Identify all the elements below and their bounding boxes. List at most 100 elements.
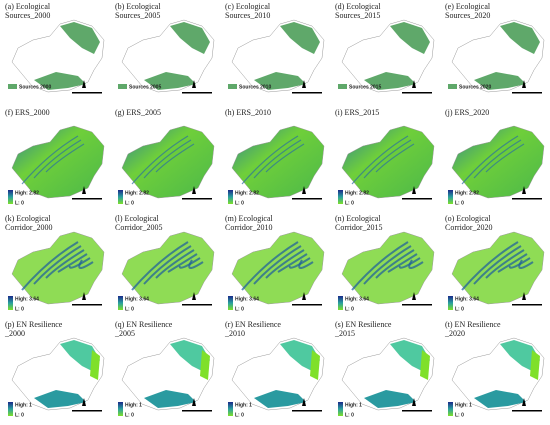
panel: (h) ERS_2010 High: 2.82 L: 0 <box>225 108 325 206</box>
streak <box>241 241 299 291</box>
panel-label: _2000 <box>4 329 25 338</box>
north-arrow <box>82 292 86 300</box>
legend-ramp <box>448 296 453 310</box>
north-arrow <box>302 292 306 300</box>
legend-label: High: 2.82 <box>235 190 259 196</box>
scale-bar <box>72 92 102 94</box>
patch <box>170 22 210 54</box>
panel-label: Sources_2015 <box>335 11 380 20</box>
map <box>451 19 545 94</box>
legend-label: High: 2.82 <box>345 190 369 196</box>
legend-label: L: 0 <box>15 306 24 312</box>
panel-label: (s) EN Resilience <box>335 320 392 329</box>
panel-label: (b) Ecological <box>115 2 161 11</box>
panel-label: (h) ERS_2010 <box>225 108 271 117</box>
scale-bar <box>402 410 432 412</box>
patch <box>280 22 320 54</box>
streak <box>277 253 308 273</box>
map <box>231 337 325 412</box>
map <box>341 231 435 306</box>
patch <box>170 340 210 372</box>
legend-label: L: 0 <box>455 200 464 206</box>
patch <box>530 350 540 380</box>
panel-label: (e) Ecological <box>445 2 491 11</box>
panel-label: _2005 <box>114 329 135 338</box>
streak <box>265 249 305 279</box>
panel-label: Sources_2005 <box>115 11 160 20</box>
scale-bar <box>292 304 322 306</box>
panel: (i) ERS_2015 High: 2.82 L: 0 <box>335 108 435 206</box>
legend-label: Sources 2005 <box>129 84 161 90</box>
panel-label: (q) EN Resilience <box>115 320 173 329</box>
north-arrow <box>82 186 86 194</box>
panel-label: (r) EN Resilience <box>225 320 281 329</box>
legend-label: L: 0 <box>455 306 464 312</box>
streak <box>473 245 522 285</box>
streak <box>143 139 192 179</box>
map <box>231 125 325 200</box>
legend-label: Sources 2010 <box>239 84 271 90</box>
map <box>231 231 325 306</box>
panel-label: (l) Ecological <box>115 214 160 223</box>
patch <box>34 72 86 90</box>
patch <box>34 390 86 408</box>
scale-bar <box>512 304 542 306</box>
north-arrow <box>302 186 306 194</box>
north-arrow <box>192 292 196 300</box>
legend-ramp <box>228 190 233 204</box>
panel: (g) ERS_2005 High: 2.82 L: 0 <box>115 108 215 206</box>
legend-label: L: 0 <box>345 412 354 418</box>
scale-bar <box>402 198 432 200</box>
patch <box>200 350 210 380</box>
panel-label: Corridor_2005 <box>115 223 163 232</box>
panel-label: Corridor_2020 <box>445 223 493 232</box>
legend-label: High: 2.82 <box>15 190 39 196</box>
north-arrow <box>522 292 526 300</box>
panel: (j) ERS_2020 High: 2.82 L: 0 <box>445 108 545 206</box>
legend-label: High: 2.82 <box>455 190 479 196</box>
panel-label: (d) Ecological <box>335 2 381 11</box>
scale-bar <box>512 198 542 200</box>
map <box>11 231 105 306</box>
scale-bar <box>182 198 212 200</box>
patch <box>144 390 196 408</box>
streak <box>473 139 522 179</box>
patch <box>420 350 430 380</box>
streak <box>188 259 204 269</box>
panel-label: (g) ERS_2005 <box>115 108 161 117</box>
north-arrow <box>412 292 416 300</box>
legend-swatch <box>338 84 347 89</box>
legend-label: High: 3.64 <box>455 296 479 302</box>
streak <box>351 135 409 185</box>
streak <box>21 135 79 185</box>
panel-label: Corridor_2000 <box>5 223 53 232</box>
legend-ramp <box>228 402 233 416</box>
legend-ramp <box>338 296 343 310</box>
legend-ramp <box>448 402 453 416</box>
legend-label: L: 0 <box>455 412 464 418</box>
patch <box>144 72 196 90</box>
scale-bar <box>182 304 212 306</box>
scale-bar <box>292 92 322 94</box>
streak <box>21 241 79 291</box>
north-arrow <box>522 186 526 194</box>
streak <box>155 143 195 173</box>
north-arrow <box>412 398 416 406</box>
streak <box>461 135 519 185</box>
north-arrow <box>192 186 196 194</box>
panel: (t) EN Resilience_2020 High: 1 L: 0 <box>444 320 545 418</box>
panel: (q) EN Resilience_2005 High: 1 L: 0 <box>114 320 215 418</box>
legend-label: L: 0 <box>345 306 354 312</box>
streak <box>351 241 409 291</box>
streak <box>485 143 525 173</box>
streak <box>387 253 418 273</box>
panel-label: (p) EN Resilience <box>5 320 63 329</box>
scale-bar <box>402 304 432 306</box>
